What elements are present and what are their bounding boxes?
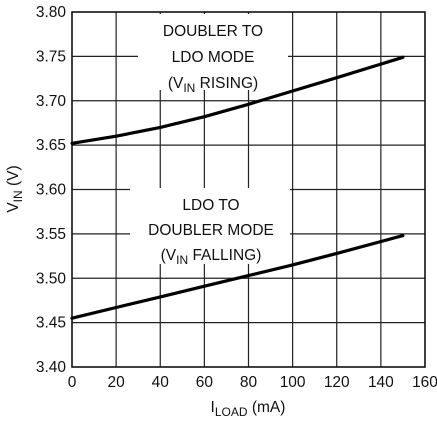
x-axis-title: ILOAD (mA) <box>211 399 286 419</box>
y-tick-label: 3.60 <box>36 182 67 199</box>
annotation-0-line-2-post: RISING) <box>195 75 258 92</box>
y-tick-labels: 3.40 3.45 3.50 3.55 3.60 3.65 3.70 3.75 3.80 <box>36 4 67 376</box>
annotation-background-0 <box>138 14 288 90</box>
series-line-1 <box>70 234 405 320</box>
x-axis-title-subscript: LOAD <box>215 405 248 419</box>
y-axis-title: VIN (V) <box>5 165 25 212</box>
x-axis-title-unit: (mA) <box>248 399 286 416</box>
x-tick-label: 0 <box>68 374 77 391</box>
y-tick-label: 3.70 <box>36 93 67 110</box>
annotation-0-line-0: DOUBLER TO <box>163 23 263 40</box>
plot-frame <box>71 11 426 368</box>
x-tick-label: 80 <box>240 374 258 391</box>
x-tick-label: 40 <box>152 374 170 391</box>
x-tick-label: 100 <box>280 374 306 391</box>
y-tick-label: 3.65 <box>36 137 66 154</box>
series-layer <box>70 55 405 320</box>
annotation-1: LDO TO DOUBLER MODE (VIN FALLING) <box>130 188 290 267</box>
y-tick-label: 3.55 <box>36 226 66 243</box>
annotation-1-line-2: (VIN FALLING) <box>161 247 262 267</box>
annotation-1-line-1: DOUBLER MODE <box>148 222 274 239</box>
annotation-background-1 <box>130 188 290 264</box>
y-tick-label: 3.75 <box>36 48 66 65</box>
y-axis-title-subscript: IN <box>11 190 25 202</box>
annotation-0-line-2-pre: (V <box>168 75 184 92</box>
annotation-0: DOUBLER TO LDO MODE (VIN RISING) <box>138 14 288 95</box>
y-tick-label: 3.45 <box>36 315 66 332</box>
annotation-0-line-2-subscript: IN <box>183 81 195 95</box>
y-axis-title-main: V <box>5 202 22 213</box>
x-tick-labels: 0 20 40 60 80 100 120 140 160 <box>68 374 437 391</box>
x-tick-label: 140 <box>368 374 394 391</box>
annotation-1-line-2-pre: (V <box>161 247 177 264</box>
x-tick-label: 60 <box>196 374 214 391</box>
annotation-1-line-0: LDO TO <box>182 197 239 214</box>
annotation-0-line-2: (VIN RISING) <box>168 75 258 95</box>
y-tick-label: 3.40 <box>36 359 67 376</box>
y-tick-label: 3.80 <box>36 4 67 21</box>
y-axis-title-unit: (V) <box>5 165 22 190</box>
annotation-1-line-2-post: FALLING) <box>188 247 261 264</box>
annotation-1-line-2-subscript: IN <box>176 253 188 267</box>
x-tick-label: 20 <box>108 374 126 391</box>
annotation-0-line-1: LDO MODE <box>172 49 255 66</box>
x-tick-label: 120 <box>324 374 350 391</box>
x-tick-label: 160 <box>412 374 437 391</box>
y-tick-label: 3.50 <box>36 270 67 287</box>
series-line-0 <box>70 55 405 145</box>
x-axis-title-main: I <box>211 399 215 416</box>
